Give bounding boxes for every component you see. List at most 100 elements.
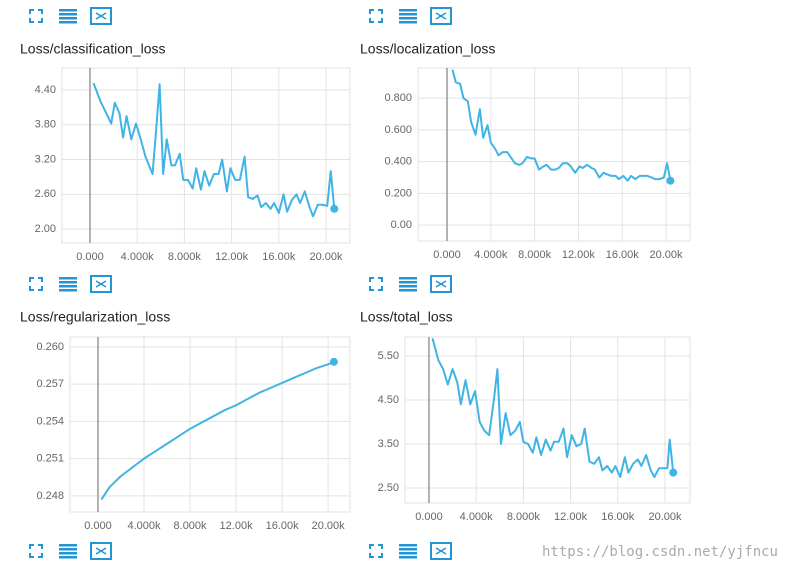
toolbar — [29, 7, 112, 25]
list-icon-line — [399, 277, 417, 280]
x-tick-label: 8.000k — [168, 251, 202, 263]
list-icon-line — [399, 17, 417, 20]
list-icon-line — [59, 281, 77, 284]
list-icon-line — [59, 13, 77, 16]
list-icon-line — [59, 556, 77, 559]
plot — [92, 82, 336, 218]
x-tick-label: 20.00k — [648, 511, 682, 523]
last-point — [329, 357, 338, 366]
x-tick-label: 8.000k — [174, 520, 208, 532]
x-tick-label: 0.000 — [433, 249, 461, 261]
x-tick-label: 20.00k — [650, 249, 684, 261]
fit-icon-arrows — [95, 280, 107, 288]
y-tick-label: 4.50 — [378, 394, 399, 406]
list-icon-line — [399, 281, 417, 284]
plot-area — [404, 336, 691, 504]
expand-button[interactable] — [29, 277, 43, 291]
loss-line — [431, 338, 675, 479]
x-tick-label: 20.00k — [312, 520, 346, 532]
x-tick-label: 16.00k — [606, 249, 640, 261]
plot — [431, 338, 675, 479]
y-tick-label: 0.257 — [36, 378, 64, 390]
toolbar — [29, 542, 112, 560]
expand-icon — [369, 277, 383, 291]
y-tick-label: 3.50 — [378, 438, 399, 450]
fit-icon-arrows — [435, 12, 447, 20]
x-tick-label: 16.00k — [262, 251, 296, 263]
watermark: https://blog.csdn.net/yjfncu — [542, 544, 778, 560]
list-icon-line — [59, 9, 77, 12]
expand-icon — [29, 9, 43, 23]
y-tick-label: 2.00 — [35, 223, 56, 235]
plot — [451, 69, 672, 182]
y-tick-label: 0.248 — [36, 490, 64, 502]
list-icon-line — [59, 17, 77, 20]
list-icon-line — [399, 552, 417, 555]
x-tick-label: 16.00k — [601, 511, 635, 523]
list-icon-line — [399, 21, 417, 24]
loss-line — [451, 69, 672, 182]
list-icon-line — [59, 544, 77, 547]
list-icon-line — [59, 21, 77, 24]
x-tick-label: 12.00k — [220, 520, 254, 532]
plot — [100, 360, 335, 501]
expand-icon — [29, 277, 43, 291]
list-icon-line — [399, 548, 417, 551]
x-tick-label: 12.00k — [554, 511, 588, 523]
data-button[interactable] — [399, 9, 417, 24]
toolbar — [369, 542, 452, 560]
data-button[interactable] — [399, 544, 417, 559]
expand-button[interactable] — [369, 544, 383, 558]
expand-button[interactable] — [29, 9, 43, 23]
y-tick-label: 0.251 — [36, 453, 64, 465]
loss-line — [92, 82, 336, 218]
y-tick-label: 3.80 — [35, 119, 56, 131]
expand-icon — [369, 544, 383, 558]
fit-button[interactable] — [430, 7, 452, 25]
x-tick-label: 4.000k — [460, 511, 494, 523]
toolbar — [29, 275, 112, 293]
y-tick-label: 0.600 — [384, 124, 412, 136]
x-tick-label: 4.000k — [474, 249, 508, 261]
fit-icon-frame — [90, 7, 112, 25]
list-icon-line — [59, 285, 77, 288]
fit-icon-arrows — [95, 12, 107, 20]
x-tick-label: 12.00k — [215, 251, 249, 263]
expand-button[interactable] — [369, 9, 383, 23]
x-tick-label: 0.000 — [415, 511, 443, 523]
fit-button[interactable] — [430, 275, 452, 293]
list-icon-line — [399, 289, 417, 292]
x-tick-label: 0.000 — [84, 520, 112, 532]
y-tick-label: 4.40 — [35, 84, 56, 96]
data-button[interactable] — [59, 277, 77, 292]
y-tick-label: 2.60 — [35, 188, 56, 200]
data-button[interactable] — [59, 9, 77, 24]
fit-button[interactable] — [90, 542, 112, 560]
expand-button[interactable] — [29, 544, 43, 558]
data-button[interactable] — [399, 277, 417, 292]
fit-icon-frame — [430, 7, 452, 25]
fit-icon-arrows — [435, 547, 447, 555]
fit-button[interactable] — [90, 7, 112, 25]
fit-button[interactable] — [430, 542, 452, 560]
expand-icon — [29, 544, 43, 558]
y-tick-label: 3.20 — [35, 153, 56, 165]
expand-button[interactable] — [369, 277, 383, 291]
y-tick-label: 0.200 — [384, 187, 412, 199]
loss-line — [100, 360, 335, 501]
fit-icon-frame — [430, 275, 452, 293]
x-tick-label: 12.00k — [562, 249, 596, 261]
toolbar — [369, 275, 452, 293]
x-tick-label: 8.000k — [507, 511, 541, 523]
plot-area — [417, 67, 691, 242]
x-tick-label: 4.000k — [127, 520, 161, 532]
y-tick-label: 5.50 — [378, 350, 399, 362]
x-tick-label: 8.000k — [518, 249, 552, 261]
list-icon-line — [399, 9, 417, 12]
y-tick-label: 0.254 — [36, 415, 64, 427]
y-tick-label: 0.400 — [384, 156, 412, 168]
fit-icon-frame — [90, 542, 112, 560]
fit-button[interactable] — [90, 275, 112, 293]
chart-title: Loss/regularization_loss — [20, 309, 170, 325]
data-button[interactable] — [59, 544, 77, 559]
